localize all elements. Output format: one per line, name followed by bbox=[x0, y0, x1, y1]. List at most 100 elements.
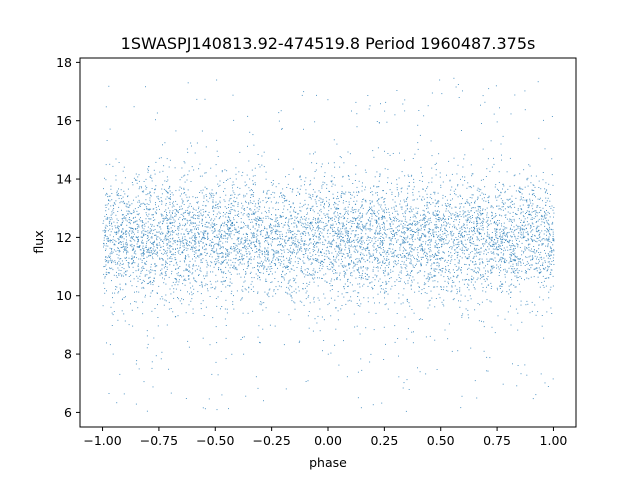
data-point bbox=[283, 279, 285, 281]
data-point bbox=[383, 272, 384, 274]
data-point bbox=[337, 191, 339, 193]
data-point bbox=[380, 238, 381, 239]
data-point bbox=[217, 207, 219, 209]
data-point bbox=[170, 241, 172, 243]
data-point bbox=[313, 153, 314, 155]
data-point bbox=[288, 174, 290, 175]
data-point bbox=[277, 220, 279, 221]
data-point bbox=[110, 252, 112, 254]
data-point bbox=[394, 216, 396, 218]
data-point bbox=[371, 218, 373, 220]
data-point bbox=[392, 248, 394, 250]
data-point bbox=[334, 206, 336, 208]
data-point bbox=[400, 223, 402, 225]
data-point bbox=[170, 214, 172, 216]
data-point bbox=[242, 214, 244, 216]
data-point bbox=[233, 192, 235, 194]
data-point bbox=[120, 235, 122, 236]
data-point bbox=[394, 341, 396, 343]
data-point bbox=[191, 205, 192, 207]
data-point bbox=[341, 258, 342, 260]
data-point bbox=[116, 276, 118, 278]
data-point bbox=[451, 235, 453, 237]
data-point bbox=[391, 221, 393, 223]
data-point bbox=[202, 225, 203, 227]
data-point bbox=[493, 251, 495, 253]
data-point bbox=[310, 207, 312, 209]
data-point bbox=[227, 178, 229, 180]
data-point bbox=[542, 172, 544, 173]
data-point bbox=[513, 218, 515, 220]
data-point bbox=[472, 284, 474, 286]
data-point bbox=[468, 264, 470, 266]
data-point bbox=[288, 228, 290, 230]
data-point bbox=[141, 187, 142, 189]
data-point bbox=[287, 293, 289, 295]
data-point bbox=[478, 249, 480, 250]
data-point bbox=[349, 252, 351, 253]
data-point bbox=[378, 237, 380, 239]
data-point bbox=[275, 221, 277, 223]
data-point bbox=[172, 253, 174, 255]
data-point bbox=[447, 277, 449, 279]
data-point bbox=[148, 193, 150, 195]
data-point bbox=[396, 264, 398, 266]
data-point bbox=[474, 212, 475, 214]
data-point bbox=[513, 175, 515, 177]
data-point bbox=[168, 257, 170, 259]
data-point bbox=[520, 226, 522, 228]
data-point bbox=[443, 219, 445, 221]
data-point bbox=[462, 313, 464, 315]
data-point bbox=[190, 287, 192, 289]
data-point bbox=[386, 229, 388, 230]
data-point bbox=[440, 246, 442, 248]
data-point bbox=[259, 246, 261, 248]
data-point bbox=[161, 223, 163, 225]
data-point bbox=[305, 177, 307, 179]
data-point bbox=[313, 217, 315, 219]
data-point bbox=[360, 358, 362, 360]
data-point bbox=[446, 199, 448, 201]
data-point bbox=[344, 283, 346, 285]
data-point bbox=[471, 194, 473, 196]
data-point bbox=[207, 264, 209, 266]
data-point bbox=[427, 258, 429, 260]
data-point bbox=[393, 220, 395, 222]
data-point bbox=[411, 223, 413, 225]
data-point bbox=[125, 217, 127, 219]
data-point bbox=[201, 283, 203, 285]
data-point bbox=[248, 291, 250, 293]
data-point bbox=[260, 304, 262, 306]
data-point bbox=[504, 276, 506, 278]
data-point bbox=[111, 248, 112, 250]
data-point bbox=[223, 182, 225, 183]
data-point bbox=[321, 277, 323, 279]
data-point bbox=[205, 248, 207, 250]
data-point bbox=[243, 263, 245, 265]
data-point bbox=[220, 235, 222, 236]
data-point bbox=[458, 235, 459, 237]
data-point bbox=[464, 230, 466, 232]
data-point bbox=[506, 218, 508, 220]
data-point bbox=[314, 277, 316, 279]
data-point bbox=[445, 289, 447, 291]
data-point bbox=[188, 278, 190, 280]
data-point bbox=[200, 303, 202, 305]
data-point bbox=[337, 214, 339, 216]
data-point bbox=[252, 241, 254, 243]
data-point bbox=[330, 208, 332, 210]
data-point bbox=[161, 273, 163, 275]
data-point bbox=[524, 218, 526, 220]
data-point bbox=[532, 251, 534, 253]
data-point bbox=[369, 220, 371, 222]
data-point bbox=[122, 289, 124, 291]
data-point bbox=[459, 237, 461, 238]
data-point bbox=[115, 158, 117, 160]
data-point bbox=[488, 260, 490, 262]
data-point bbox=[437, 235, 439, 237]
data-point bbox=[436, 265, 438, 267]
data-point bbox=[187, 151, 189, 153]
data-point bbox=[142, 202, 144, 204]
data-point bbox=[341, 236, 342, 237]
data-point bbox=[538, 229, 540, 231]
